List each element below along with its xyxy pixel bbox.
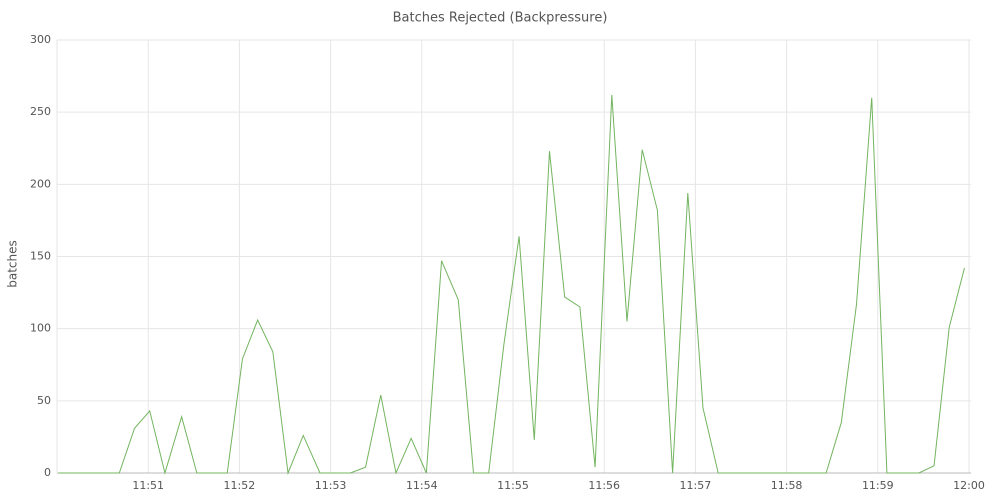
chart-title: Batches Rejected (Backpressure) xyxy=(393,11,608,26)
y-tick-label: 150 xyxy=(30,250,51,263)
y-tick-label: 0 xyxy=(44,466,51,479)
data-line xyxy=(58,94,965,475)
y-axis-label: batches xyxy=(6,240,20,288)
y-tick-label: 300 xyxy=(30,33,51,46)
x-tick-label: 11:53 xyxy=(315,479,347,492)
y-tick-label: 100 xyxy=(30,322,51,335)
y-tick-label: 200 xyxy=(30,177,51,190)
x-tick-label: 11:59 xyxy=(862,479,894,492)
x-tick-label: 11:57 xyxy=(680,479,712,492)
x-tick-label: 11:55 xyxy=(497,479,529,492)
x-tick-label: 11:52 xyxy=(224,479,256,492)
x-tick-label: 11:56 xyxy=(588,479,620,492)
y-tick-label: 50 xyxy=(37,394,51,407)
x-tick-label: 11:58 xyxy=(771,479,803,492)
x-tick-label: 11:51 xyxy=(132,479,164,492)
x-tick-label: 11:54 xyxy=(406,479,438,492)
x-tick-label: 12:00 xyxy=(953,479,985,492)
y-tick-label: 250 xyxy=(30,105,51,118)
